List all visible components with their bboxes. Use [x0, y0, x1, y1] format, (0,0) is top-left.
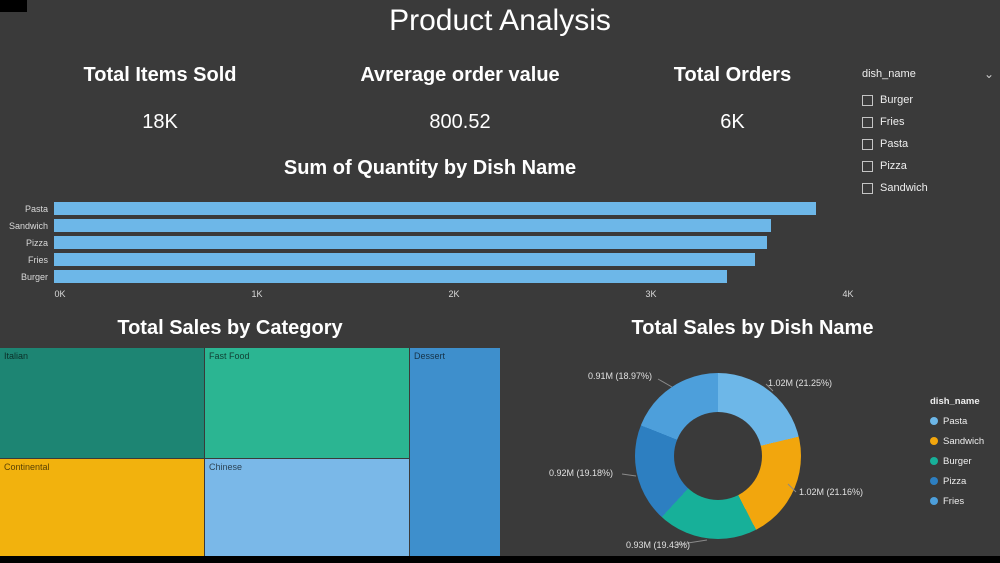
slicer-option-fries[interactable]: Fries: [862, 116, 994, 128]
bar-track: [54, 253, 848, 266]
slicer-header[interactable]: dish_name ⌄: [862, 68, 994, 84]
donut-label-pasta: 1.02M (21.25%): [768, 378, 833, 388]
treemap: Italian Fast Food Dessert Continental Ch…: [0, 348, 500, 556]
tile-label: Continental: [4, 462, 50, 472]
legend-label: Pizza: [943, 475, 967, 487]
treemap-tile-fast-food[interactable]: Fast Food: [205, 348, 409, 458]
legend-dot-icon: [930, 437, 938, 445]
bar-row: Fries: [0, 251, 848, 268]
bar-burger[interactable]: [54, 270, 727, 283]
treemap-tile-dessert[interactable]: Dessert: [410, 348, 500, 556]
legend-label: Sandwich: [943, 435, 985, 447]
kpi-total-orders: Total Orders 6K: [620, 64, 845, 134]
donut-label-burger: 0.93M (19.43%): [626, 540, 691, 550]
bar-category-label: Fries: [28, 254, 48, 265]
bar-fries[interactable]: [54, 253, 755, 266]
kpi-value: 18K: [142, 111, 178, 133]
x-tick: 2K: [448, 289, 460, 299]
checkbox-icon[interactable]: [862, 94, 873, 106]
donut-legend: dish_name Pasta Sandwich Burger Pizza Fr…: [930, 396, 984, 511]
legend-dot-icon: [930, 497, 938, 505]
legend-item-sandwich[interactable]: Sandwich: [930, 431, 984, 451]
bottom-bar: [0, 556, 1000, 563]
bar-track: [54, 236, 848, 249]
slicer-option-pizza[interactable]: Pizza: [862, 160, 994, 172]
page-title: Product Analysis: [389, 4, 611, 37]
bar-row: Pizza: [0, 234, 848, 251]
slicer-option-label: Pasta: [880, 138, 909, 150]
slicer-option-label: Burger: [880, 94, 914, 106]
slicer-option-burger[interactable]: Burger: [862, 94, 994, 106]
treemap-tile-continental[interactable]: Continental: [0, 459, 204, 556]
corner-artifact: [0, 0, 27, 12]
legend-dot-icon: [930, 417, 938, 425]
legend-title: dish_name: [930, 396, 980, 407]
donut-label-sandwich: 1.02M (21.16%): [799, 487, 864, 497]
bar-category-label: Sandwich: [8, 220, 48, 231]
slicer-option-label: Pizza: [880, 160, 907, 172]
slicer-option-label: Sandwich: [880, 182, 928, 194]
bar-chart: Pasta Sandwich Pizza Fries Burger: [0, 200, 854, 299]
legend-label: Pasta: [943, 415, 968, 427]
x-tick: 3K: [645, 289, 657, 299]
checkbox-icon[interactable]: [862, 116, 873, 128]
donut-hole: [674, 412, 762, 500]
treemap-tile-chinese[interactable]: Chinese: [205, 459, 409, 556]
kpi-label: Avrerage order value: [360, 64, 560, 86]
x-tick: 0K: [54, 289, 66, 299]
legend-label: Fries: [943, 495, 965, 507]
bar-track: [54, 202, 848, 215]
donut-label-pizza: 0.92M (19.18%): [549, 468, 614, 478]
donut-chart[interactable]: [635, 373, 801, 539]
dish-name-slicer: dish_name ⌄ Burger Fries Pasta Pizza San…: [862, 68, 994, 194]
legend-label: Burger: [943, 455, 972, 467]
checkbox-icon[interactable]: [862, 160, 873, 172]
slicer-option-label: Fries: [880, 116, 905, 128]
bar-row: Pasta: [0, 200, 848, 217]
bar-category-label: Burger: [20, 271, 48, 282]
treemap-title: Total Sales by Category: [117, 317, 343, 339]
x-axis: 0K 1K 2K 3K 4K: [54, 289, 853, 301]
tile-label: Chinese: [209, 462, 243, 472]
bar-category-label: Pizza: [25, 237, 48, 248]
bar-chart-title: Sum of Quantity by Dish Name: [283, 157, 577, 179]
kpi-value: 6K: [720, 111, 745, 133]
bar-sandwich[interactable]: [54, 219, 771, 232]
tile-label: Dessert: [414, 351, 446, 361]
kpi-value: 800.52: [429, 111, 491, 133]
slicer-option-sandwich[interactable]: Sandwich: [862, 182, 994, 194]
bar-track: [54, 270, 848, 283]
bar-category-label: Pasta: [24, 203, 48, 214]
x-tick: 1K: [251, 289, 263, 299]
chevron-down-icon[interactable]: ⌄: [983, 67, 994, 81]
legend-item-pasta[interactable]: Pasta: [930, 411, 984, 431]
legend-item-pizza[interactable]: Pizza: [930, 471, 984, 491]
checkbox-icon[interactable]: [862, 182, 873, 194]
kpi-label: Total Items Sold: [83, 64, 237, 86]
x-tick: 4K: [842, 289, 854, 299]
bar-row: Burger: [0, 268, 848, 285]
treemap-tile-italian[interactable]: Italian: [0, 348, 204, 458]
slicer-title: dish_name: [862, 68, 916, 80]
bar-row: Sandwich: [0, 217, 848, 234]
kpi-average-order-value: Avrerage order value 800.52: [310, 64, 610, 134]
bar-track: [54, 219, 848, 232]
legend-dot-icon: [930, 477, 938, 485]
legend-item-burger[interactable]: Burger: [930, 451, 984, 471]
donut-chart-title: Total Sales by Dish Name: [631, 317, 874, 339]
slicer-option-pasta[interactable]: Pasta: [862, 138, 994, 150]
bar-pasta[interactable]: [54, 202, 817, 215]
legend-item-fries[interactable]: Fries: [930, 491, 984, 511]
donut-label-fries: 0.91M (18.97%): [588, 371, 653, 381]
checkbox-icon[interactable]: [862, 138, 873, 150]
kpi-total-items-sold: Total Items Sold 18K: [20, 64, 300, 134]
kpi-label: Total Orders: [673, 64, 792, 86]
bar-pizza[interactable]: [54, 236, 767, 249]
legend-dot-icon: [930, 457, 938, 465]
tile-label: Italian: [4, 351, 29, 361]
tile-label: Fast Food: [209, 351, 250, 361]
